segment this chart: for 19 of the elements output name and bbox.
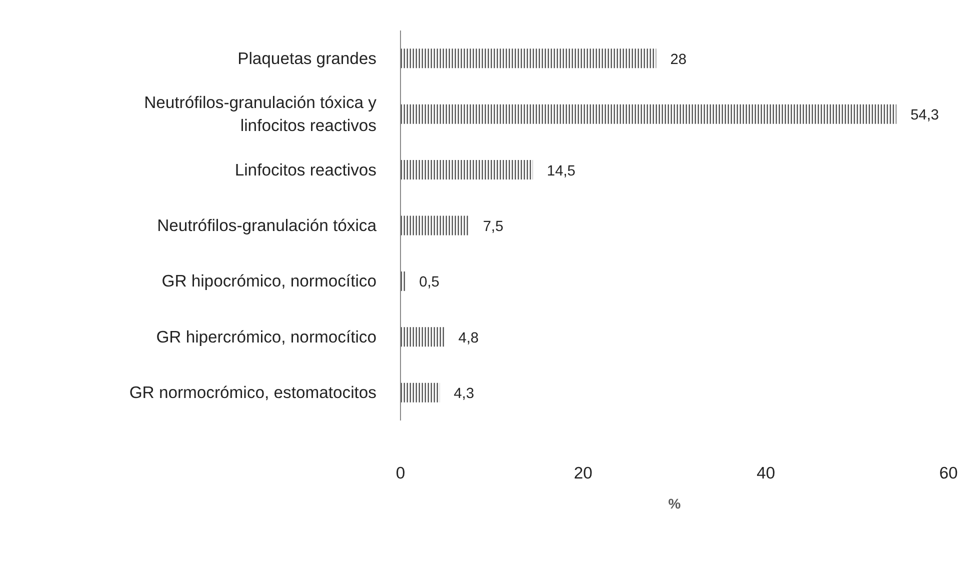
y-tick-label: GR hipocrómico, normocítico	[162, 272, 377, 291]
y-tick-label: Linfocitos reactivos	[234, 160, 377, 180]
y-tick-label: GR normocrómico, estomatocitos	[129, 383, 377, 402]
data-label: 0,5	[419, 274, 440, 291]
data-label: 7,5	[483, 219, 504, 235]
data-label: 14,5	[546, 163, 576, 180]
data-label: 28	[670, 52, 687, 68]
y-tick-label: Plaquetas grandes	[238, 48, 377, 68]
x-tick-label: 0	[396, 464, 406, 482]
data-label: 54,3	[910, 108, 939, 124]
y-tick-label: Neutrófilos-granulación tóxica	[157, 216, 378, 235]
y-tick-label: GR hipercrómico, normocítico	[156, 327, 376, 346]
data-label: 4,8	[458, 330, 479, 346]
x-tick-label: 20	[574, 464, 592, 482]
data-label: 4,3	[454, 386, 474, 402]
x-tick-label: 40	[756, 464, 776, 482]
x-tick-label: 60	[939, 464, 958, 482]
x-axis-title: %	[668, 496, 682, 512]
y-tick-label: Neutrófilos-granulación tóxica y linfocitos reactivos	[144, 93, 378, 135]
